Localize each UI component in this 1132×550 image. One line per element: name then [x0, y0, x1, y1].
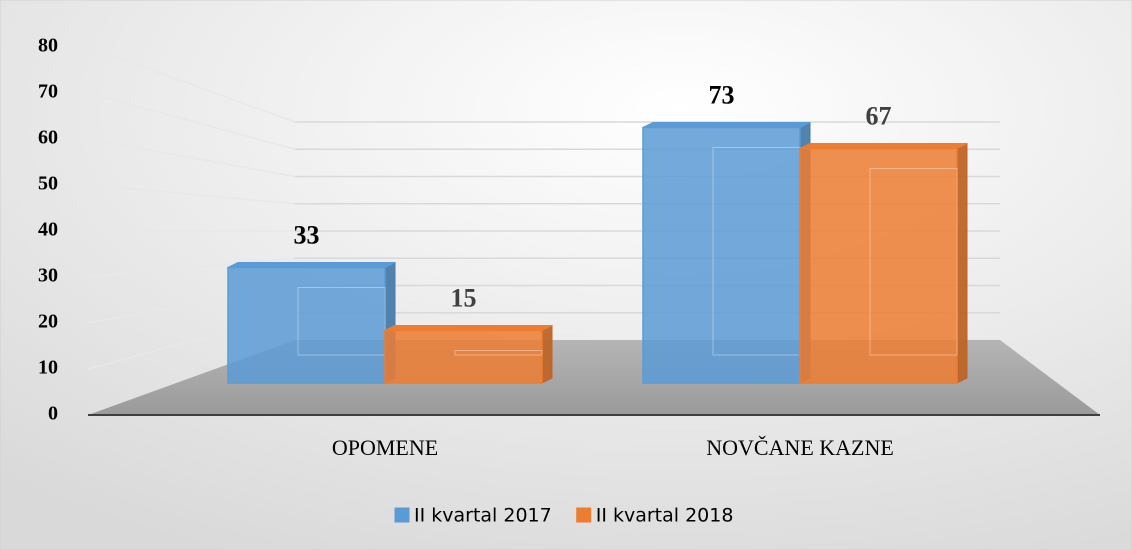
y-tick-label: 60: [38, 127, 58, 149]
bar-inner: [297, 287, 386, 356]
y-tick-label: 0: [48, 403, 58, 425]
y-tick-label: 30: [38, 265, 58, 287]
y-tick-label: 20: [38, 311, 58, 333]
legend-label: II kvartal 2018: [596, 505, 734, 527]
y-tick-label: 40: [38, 219, 58, 241]
grid-line: [87, 138, 296, 178]
bar-front: [799, 147, 958, 384]
y-tick-label: 10: [38, 357, 58, 379]
legend-swatch: [394, 507, 410, 523]
grid-line: [87, 92, 296, 150]
grid-line: [87, 46, 296, 123]
legend-label: II kvartal 2017: [414, 505, 552, 527]
bar-front: [227, 266, 386, 384]
bar: [642, 121, 811, 384]
bar-inner: [869, 168, 958, 356]
bar: [384, 324, 553, 384]
grid-line: [87, 257, 296, 278]
grid-line: [87, 184, 296, 205]
bar-front: [384, 329, 543, 384]
legend-swatch: [576, 507, 592, 523]
value-label: 15: [451, 283, 477, 312]
x-tick-label: NOVČANE KAZNE: [706, 435, 894, 460]
bar: [799, 142, 968, 384]
bar-inner: [454, 350, 543, 356]
value-label: 73: [709, 80, 735, 109]
x-tick-label: OPOMENE: [332, 435, 438, 460]
bar-side: [956, 142, 968, 384]
bar: [227, 261, 396, 384]
value-label: 33: [294, 220, 320, 249]
y-tick-label: 80: [38, 35, 58, 57]
value-label: 67: [866, 101, 892, 130]
y-tick-label: 50: [38, 173, 58, 195]
bar-front: [642, 126, 801, 384]
y-tick-label: 70: [38, 81, 58, 103]
bar-side: [541, 324, 553, 384]
